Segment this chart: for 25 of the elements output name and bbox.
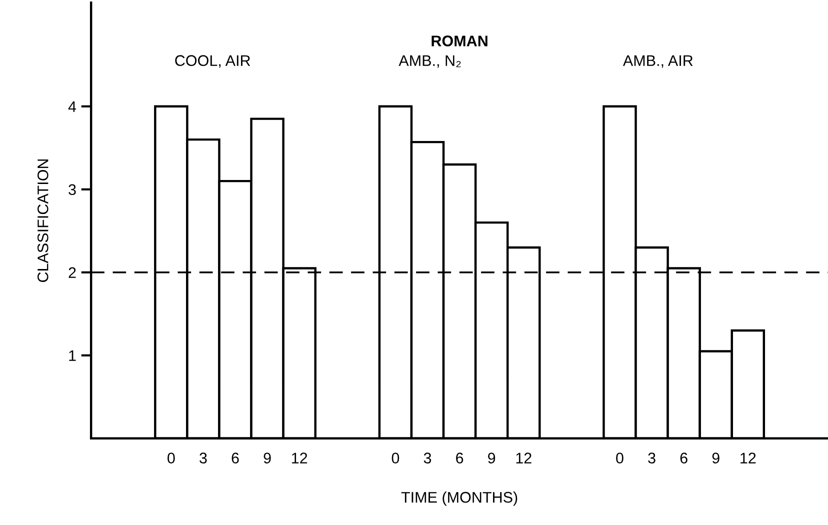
x-tick-label: 3 (648, 452, 656, 464)
y-tick-label: 1 (69, 350, 76, 361)
y-tick-label: 3 (68, 184, 76, 196)
x-tick-label: 12 (740, 452, 756, 464)
x-tick-label: 0 (616, 452, 624, 464)
x-tick-label: 3 (200, 452, 207, 464)
x-tick-label: 6 (456, 452, 464, 464)
x-tick-label: 3 (424, 452, 432, 464)
y-axis-title: CLASSIFICATION (37, 159, 48, 282)
y-tick-label: 2 (68, 267, 76, 278)
x-tick-label: 0 (392, 452, 400, 464)
text: ROMAN (432, 36, 488, 46)
x-tick-label: 6 (680, 452, 688, 464)
annotation: AMB., AIR (622, 55, 693, 68)
x-tick-label: 9 (712, 452, 720, 464)
x-tick-label: 0 (168, 452, 175, 464)
x-tick-label: 6 (232, 452, 239, 464)
annotation: AMB., N₂ (398, 55, 461, 68)
x-tick-label: 9 (488, 452, 496, 464)
x-tick-label: 9 (264, 452, 271, 464)
x-axis-title: TIME (MONTHS) (401, 492, 518, 506)
y-tick-label: 4 (68, 101, 76, 112)
annotation: COOL, AIR (175, 55, 250, 68)
x-tick-label: 12 (292, 452, 308, 464)
x-tick-label: 12 (516, 452, 532, 464)
